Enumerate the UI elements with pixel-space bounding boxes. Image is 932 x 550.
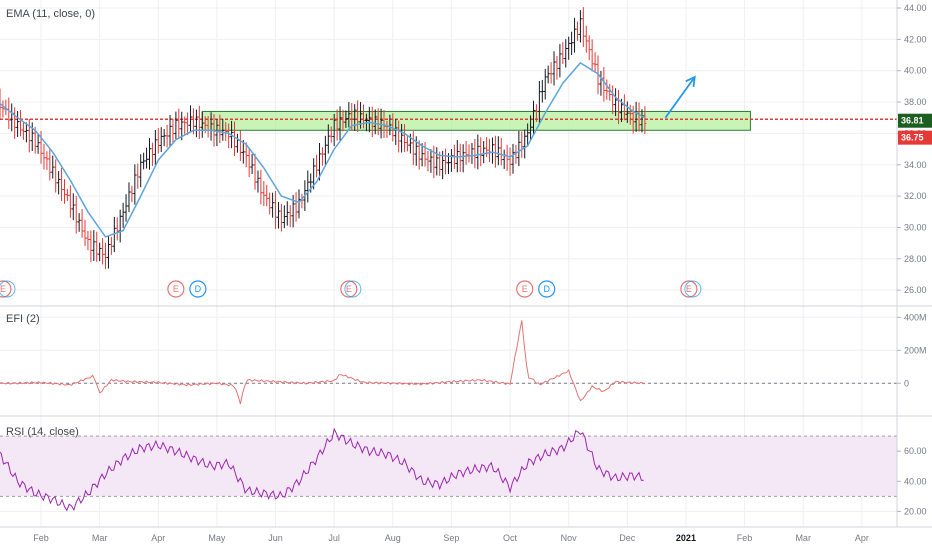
event-marker[interactable] [167, 280, 185, 298]
y-tick-label: 40.00 [904, 66, 927, 76]
x-tick-label: Oct [503, 533, 518, 543]
y-tick-label: 200M [904, 345, 927, 355]
event-marker[interactable] [340, 280, 358, 298]
event-marker-ring [0, 280, 16, 298]
x-tick-label: Sep [443, 533, 459, 543]
trend-arrow-shaft [664, 76, 696, 119]
y-tick-label: 28.00 [904, 254, 927, 264]
event-marker-label: D [543, 284, 550, 294]
event-marker-ring [684, 280, 702, 298]
price-pane-title: EMA (11, close, 0) [6, 8, 95, 20]
trend-arrow-head [685, 75, 696, 88]
efi-pane [0, 320, 897, 405]
price-pane [0, 7, 897, 270]
rsi-line [0, 427, 644, 512]
event-marker-label: E [173, 284, 179, 294]
x-tick-label: Jul [328, 533, 340, 543]
x-tick-label: Jun [268, 533, 283, 543]
y-tick-label: 34.00 [904, 160, 927, 170]
price-tag-label: 36.75 [901, 133, 924, 143]
y-tick-label: 400M [904, 312, 927, 322]
y-tick-label: 42.00 [904, 34, 927, 44]
y-tick-label: 60.00 [904, 446, 927, 456]
event-marker-label: E [0, 284, 6, 294]
event-marker[interactable] [516, 280, 534, 298]
x-tick-label: Apr [855, 533, 869, 543]
y-tick-label: 44.00 [904, 3, 927, 13]
event-marker[interactable] [538, 280, 556, 298]
x-tick-label: May [208, 533, 226, 543]
y-tick-label: 20.00 [904, 506, 927, 516]
y-tick-label: 30.00 [904, 222, 927, 232]
event-marker-label: E [346, 284, 352, 294]
event-marker-label: E [522, 284, 528, 294]
x-tick-label: Feb [737, 533, 753, 543]
price-tag [898, 113, 932, 128]
x-tick-label: Dec [619, 533, 636, 543]
rsi-pane [0, 427, 897, 512]
ema-line [0, 61, 646, 238]
event-marker-label: E [686, 284, 692, 294]
efi-line [0, 320, 645, 405]
x-tick-label: Mar [92, 533, 108, 543]
x-tick-label: Nov [561, 533, 578, 543]
event-marker[interactable] [0, 280, 12, 298]
price-tag [898, 130, 932, 145]
rsi-band [0, 436, 897, 497]
event-marker[interactable] [189, 280, 207, 298]
price-tag-label: 36.81 [901, 116, 924, 126]
y-tick-label: 38.00 [904, 97, 927, 107]
y-tick-label: 0 [904, 378, 909, 388]
efi-pane-title: EFI (2) [6, 313, 40, 325]
rsi-pane-title: RSI (14, close) [6, 426, 79, 438]
y-tick-label: 32.00 [904, 191, 927, 201]
event-marker[interactable] [680, 280, 698, 298]
x-tick-label: Mar [795, 533, 811, 543]
y-tick-label: 26.00 [904, 285, 927, 295]
x-tick-label: 2021 [676, 533, 696, 543]
x-tick-label: Feb [33, 533, 49, 543]
x-tick-label: Apr [151, 533, 165, 543]
y-tick-label: 40.00 [904, 476, 927, 486]
event-marker-ring [344, 280, 362, 298]
x-tick-label: Aug [385, 533, 401, 543]
event-marker-label: D [195, 284, 202, 294]
